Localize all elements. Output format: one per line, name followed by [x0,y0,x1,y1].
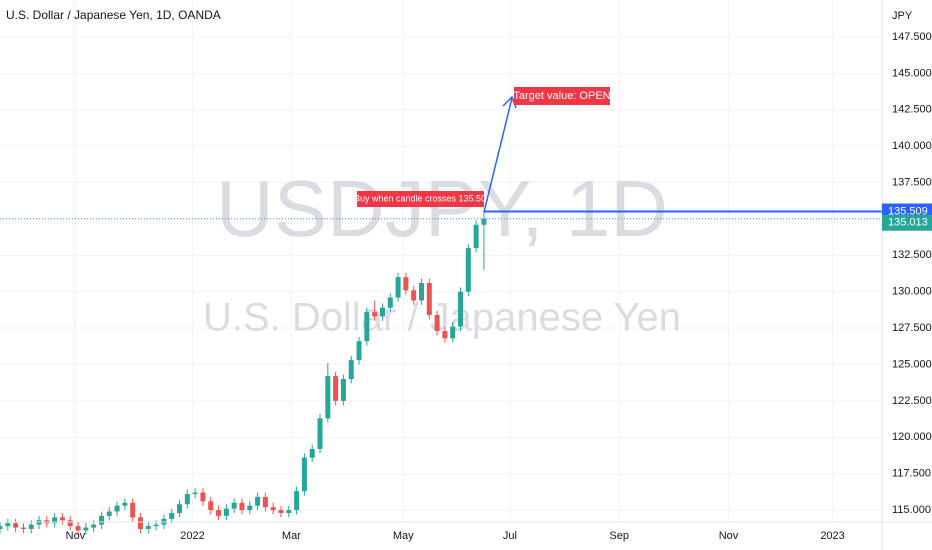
candle-body [356,341,362,361]
candle-body [91,524,97,528]
candle-body [184,494,190,505]
y-tick-label: 142.500 [892,104,932,116]
candle-body [426,282,432,316]
x-tick-label: 2022 [180,530,204,542]
candle-body [387,297,393,308]
candle-body [286,510,292,513]
candle-body [309,448,315,458]
y-tick-label: 147.500 [892,31,932,43]
candle-body [28,524,34,529]
candle-body [239,502,245,511]
candle-body [325,376,331,419]
y-tick-label: 120.000 [892,431,932,443]
candle-body [317,418,323,449]
y-tick-label: 137.500 [892,176,932,188]
candle-body [270,507,276,511]
candle-body [122,502,128,506]
annotation-box [357,191,484,207]
candle-body [0,526,3,529]
candle-body [379,307,385,317]
candle-body [450,326,456,339]
candles [0,210,882,535]
x-tick-label: Nov [66,530,86,542]
arrow [483,97,513,213]
y-tick-label: 115.000 [892,504,931,516]
candle-body [442,331,448,339]
price-label: 135.013 [888,217,928,229]
candle-body [216,510,222,516]
candle-body [177,504,183,513]
candle-body [255,496,261,506]
candle-body [130,502,136,518]
candle-body [473,224,479,249]
x-tick-label: Sep [609,530,629,542]
price-label-box [882,214,932,231]
candle-body [106,511,112,516]
candle-body [403,277,409,291]
x-tick-label: May [393,530,414,542]
candle-body [411,290,417,301]
candle-body [481,218,487,225]
candle-body [364,312,370,342]
candle-body [395,277,401,298]
chart-title: U.S. Dollar / Japanese Yen, 1D, OANDA [6,8,221,22]
candle-body [153,524,159,527]
candle-body [59,517,65,521]
y-tick-label: 122.500 [892,395,932,407]
candle-body [372,312,378,317]
candle-body [458,291,464,327]
watermark-symbol: USDJPY, 1D [216,164,668,253]
candle-body [5,523,11,527]
y-tick-label: 140.000 [892,140,932,152]
candle-body [278,510,284,513]
y-tick-label: 117.500 [892,468,931,480]
candle-body [137,517,143,529]
y-tick-label: 127.500 [892,322,932,334]
candle-body [145,526,151,529]
grid [0,0,882,522]
candle-body [301,457,307,492]
candle-body [348,360,354,380]
candle-body [223,508,229,516]
watermark-description: U.S. Dollar / Japanese Yen [203,296,681,340]
candle-body [231,502,237,509]
candle-body [418,282,424,301]
candle-body [247,505,253,511]
candle-body [340,379,346,401]
annotation: Target value: OPEN [513,90,610,102]
candle-body [67,520,73,527]
candle-body [13,523,19,528]
candle-body [169,512,175,519]
candle-body [434,315,440,332]
price-label: 135.509 [888,205,928,217]
candle-body [208,501,214,511]
x-tick-label: Jul [503,530,517,542]
x-tick-label: Nov [719,530,739,542]
x-tick-label: Mar [282,530,301,542]
y-tick-label: 132.500 [892,249,932,261]
candle-body [52,517,58,524]
y-tick-label: 130.000 [892,286,932,298]
annotation-box [514,87,610,105]
candle-body [192,492,198,495]
candle-body [200,492,206,502]
candle-body [75,526,81,531]
candle-body [83,527,89,531]
x-tick-label: 2023 [820,530,844,542]
candle-body [262,496,268,508]
candle-body [114,505,120,512]
axes: 115.000 117.500 120.000 122.500 125.000 127.5… [66,31,932,542]
currency: JPY [892,10,913,22]
candle-body [98,515,104,525]
candle-body [333,376,339,401]
candle-body [465,248,471,292]
y-tick-label: 145.000 [892,67,932,79]
candle-body [294,491,300,511]
candle-body [20,527,26,529]
y-tick-label: 125.000 [892,358,932,370]
annotation: Buy when candle crosses 135.50 [354,193,486,203]
